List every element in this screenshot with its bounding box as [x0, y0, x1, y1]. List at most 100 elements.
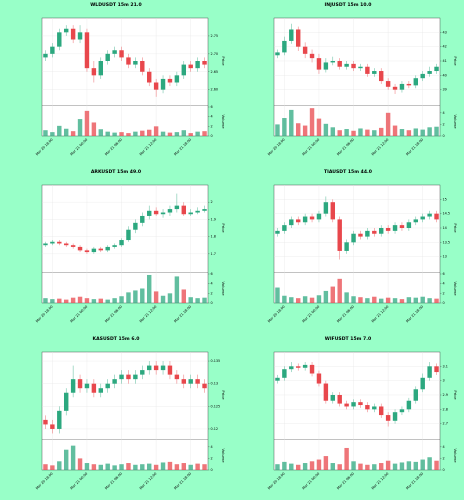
candle-body: [385, 228, 391, 231]
candle-body: [289, 29, 294, 41]
candle-body: [188, 212, 193, 215]
candle-body: [195, 210, 200, 213]
x-tick-label: Mar 21 06:00: [336, 472, 355, 491]
volume-bar: [420, 459, 425, 470]
volume-bar: [399, 462, 405, 470]
candle-body: [316, 373, 322, 384]
candle-body: [385, 81, 391, 87]
candle-body: [282, 225, 287, 231]
candle-body: [91, 248, 97, 253]
volume-axis-label: Volume: [453, 114, 458, 129]
candle-body: [98, 61, 104, 76]
x-tick-label: Mar 21 12:00: [371, 138, 390, 157]
volume-bar: [195, 463, 200, 470]
volume-tick-label: 6: [443, 272, 445, 276]
volume-bar: [188, 297, 193, 303]
candle-body: [295, 366, 301, 368]
candle-body: [330, 202, 336, 220]
volume-axis-label: Volume: [221, 448, 226, 463]
volume-bar: [309, 297, 315, 303]
y-axis-label: Price: [453, 390, 458, 400]
volume-bar: [188, 133, 193, 136]
plot-background: [273, 184, 441, 304]
candle-body: [434, 66, 439, 72]
chart-panel: ARKUSDT 15m 49.0 1.7 1.8 1.9 2 0 2 4 6 Price Volum…: [35, 169, 226, 323]
volume-tick-label: 2: [211, 291, 213, 295]
volume-bar: [309, 108, 315, 136]
x-tick-label: Mar 20 18:00: [267, 305, 286, 324]
volume-bar: [98, 298, 104, 303]
volume-tick-label: 4: [443, 282, 445, 286]
candle-body: [289, 219, 294, 226]
candle-body: [70, 245, 76, 247]
candle-body: [160, 365, 166, 371]
volume-bar: [302, 125, 308, 136]
candle-body: [63, 28, 69, 33]
candle-body: [420, 377, 425, 390]
x-tick-label: Mar 21 12:00: [371, 305, 390, 324]
volume-tick-label: 2: [443, 291, 445, 295]
candle-body: [140, 370, 145, 375]
candle-body: [309, 53, 315, 59]
candle-body: [43, 53, 48, 58]
candle-body: [372, 71, 377, 74]
volume-bar: [372, 130, 377, 136]
candle-body: [365, 405, 370, 410]
x-tick-label: Mar 21 18:00: [173, 472, 192, 491]
candle-body: [434, 213, 439, 220]
y-tick-label: 15: [443, 197, 447, 201]
volume-tick-label: 0: [443, 468, 445, 472]
volume-bar: [275, 287, 280, 303]
volume-bar: [316, 295, 322, 303]
volume-bar: [43, 298, 48, 303]
volume-bar: [406, 461, 412, 470]
volume-bar: [358, 297, 363, 303]
candle-body: [337, 61, 342, 67]
volume-bar: [372, 464, 377, 470]
y-tick-label: 14.5: [443, 212, 451, 216]
candle-body: [77, 246, 83, 251]
y-axis-label: Price: [453, 223, 458, 233]
volume-bar: [378, 127, 384, 136]
volume-bar: [378, 298, 384, 303]
candle-body: [323, 383, 329, 401]
candle-body: [399, 225, 405, 228]
x-tick-label: Mar 21 18:00: [173, 138, 192, 157]
candle-body: [282, 369, 287, 378]
candle-body: [105, 383, 110, 389]
x-tick-label: Mar 21 06:00: [336, 305, 355, 324]
volume-bar: [91, 299, 97, 303]
candle-body: [330, 395, 336, 401]
y-tick-label: 13: [443, 255, 447, 259]
volume-bar: [77, 119, 83, 136]
volume-tick-label: 4: [443, 111, 445, 115]
candle-body: [119, 374, 124, 380]
volume-bar: [434, 298, 439, 303]
volume-bar: [70, 297, 76, 303]
x-tick-label: Mar 21 06:00: [104, 472, 123, 491]
x-tick-label: Mar 21 18:00: [405, 138, 424, 157]
y-tick-label: 2.70: [211, 52, 219, 56]
volume-bar: [140, 464, 145, 470]
x-tick-label: Mar 21 12:00: [371, 472, 390, 491]
candle-body: [146, 71, 152, 83]
volume-bar: [153, 291, 159, 303]
chart-title: INJUSDT 15m 10.0: [325, 2, 372, 8]
candle-body: [365, 66, 370, 74]
volume-tick-label: 2: [211, 124, 213, 128]
volume-bar: [275, 464, 280, 470]
chart-panel: KASUSDT 15m 6.0 0.12 0.125 0.13 0.135 0 2 4 Pric…: [35, 336, 226, 490]
volume-bar: [434, 460, 439, 470]
candle-body: [202, 209, 207, 211]
candle-body: [202, 61, 207, 65]
volume-bar: [195, 298, 200, 303]
volume-axis-label: Volume: [453, 448, 458, 463]
volume-bar: [146, 129, 152, 136]
y-tick-label: 1.7: [211, 252, 216, 256]
x-tick-label: Mar 21 18:00: [405, 472, 424, 491]
candle-body: [174, 205, 180, 210]
candle-body: [351, 233, 356, 243]
candle-body: [146, 210, 152, 216]
plot-background: [41, 184, 209, 304]
volume-bar: [50, 132, 55, 136]
